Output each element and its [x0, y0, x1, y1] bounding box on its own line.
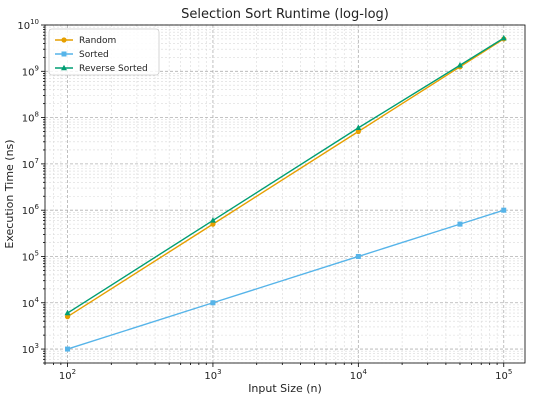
y-tick-label: 109 — [22, 64, 39, 78]
data-point — [355, 253, 361, 259]
y-tick-label: 108 — [22, 111, 39, 125]
data-point — [210, 221, 216, 227]
y-tick-label: 107 — [22, 157, 39, 171]
data-point — [209, 217, 216, 223]
y-tick-label: 103 — [22, 342, 39, 356]
y-tick-label: 106 — [22, 203, 40, 217]
x-tick-label: 102 — [59, 368, 76, 382]
data-point — [355, 128, 361, 135]
y-tick-label: 1010 — [17, 18, 39, 32]
data-point — [500, 34, 507, 41]
series-line — [67, 37, 505, 314]
x-tick-label: 104 — [350, 368, 368, 382]
legend-marker — [61, 51, 67, 57]
legend-label: Sorted — [79, 50, 109, 60]
y-axis-label: Execution Time (ns) — [3, 139, 16, 248]
grid — [44, 24, 525, 364]
series-random — [64, 36, 507, 320]
series-line — [67, 209, 504, 350]
y-axis: 103 104 105 106 107 108 109 1010 — [17, 18, 45, 364]
legend-marker — [61, 37, 67, 43]
x-tick-label: 105 — [495, 368, 512, 382]
data-point — [64, 309, 71, 316]
legend-item: Sorted — [55, 50, 109, 60]
data-point — [65, 346, 71, 352]
legend-item: Reverse Sorted — [55, 64, 148, 74]
legend: Random Sorted Reverse Sorted — [48, 28, 160, 76]
legend-item: Random — [55, 36, 116, 46]
legend-marker — [61, 64, 67, 71]
x-axis: 102 103 104 105 — [44, 363, 512, 382]
data-point — [355, 124, 362, 131]
series-sorted — [65, 207, 507, 352]
legend-label: Reverse Sorted — [79, 64, 148, 74]
legend-label: Random — [79, 36, 116, 46]
x-tick-label: 103 — [204, 368, 221, 382]
series-reverse-sorted — [64, 34, 507, 316]
data-point — [210, 300, 216, 306]
y-tick-label: 105 — [22, 249, 39, 263]
data-point — [456, 61, 463, 68]
x-axis-label: Input Size (n) — [248, 382, 322, 395]
plot-frame — [44, 24, 526, 364]
y-tick-label: 104 — [22, 296, 40, 310]
series-layer — [64, 34, 507, 352]
data-point — [501, 207, 507, 213]
data-point — [457, 221, 463, 227]
data-point — [64, 314, 71, 320]
chart-title: Selection Sort Runtime (log-log) — [181, 7, 389, 22]
legend-box — [48, 28, 160, 76]
